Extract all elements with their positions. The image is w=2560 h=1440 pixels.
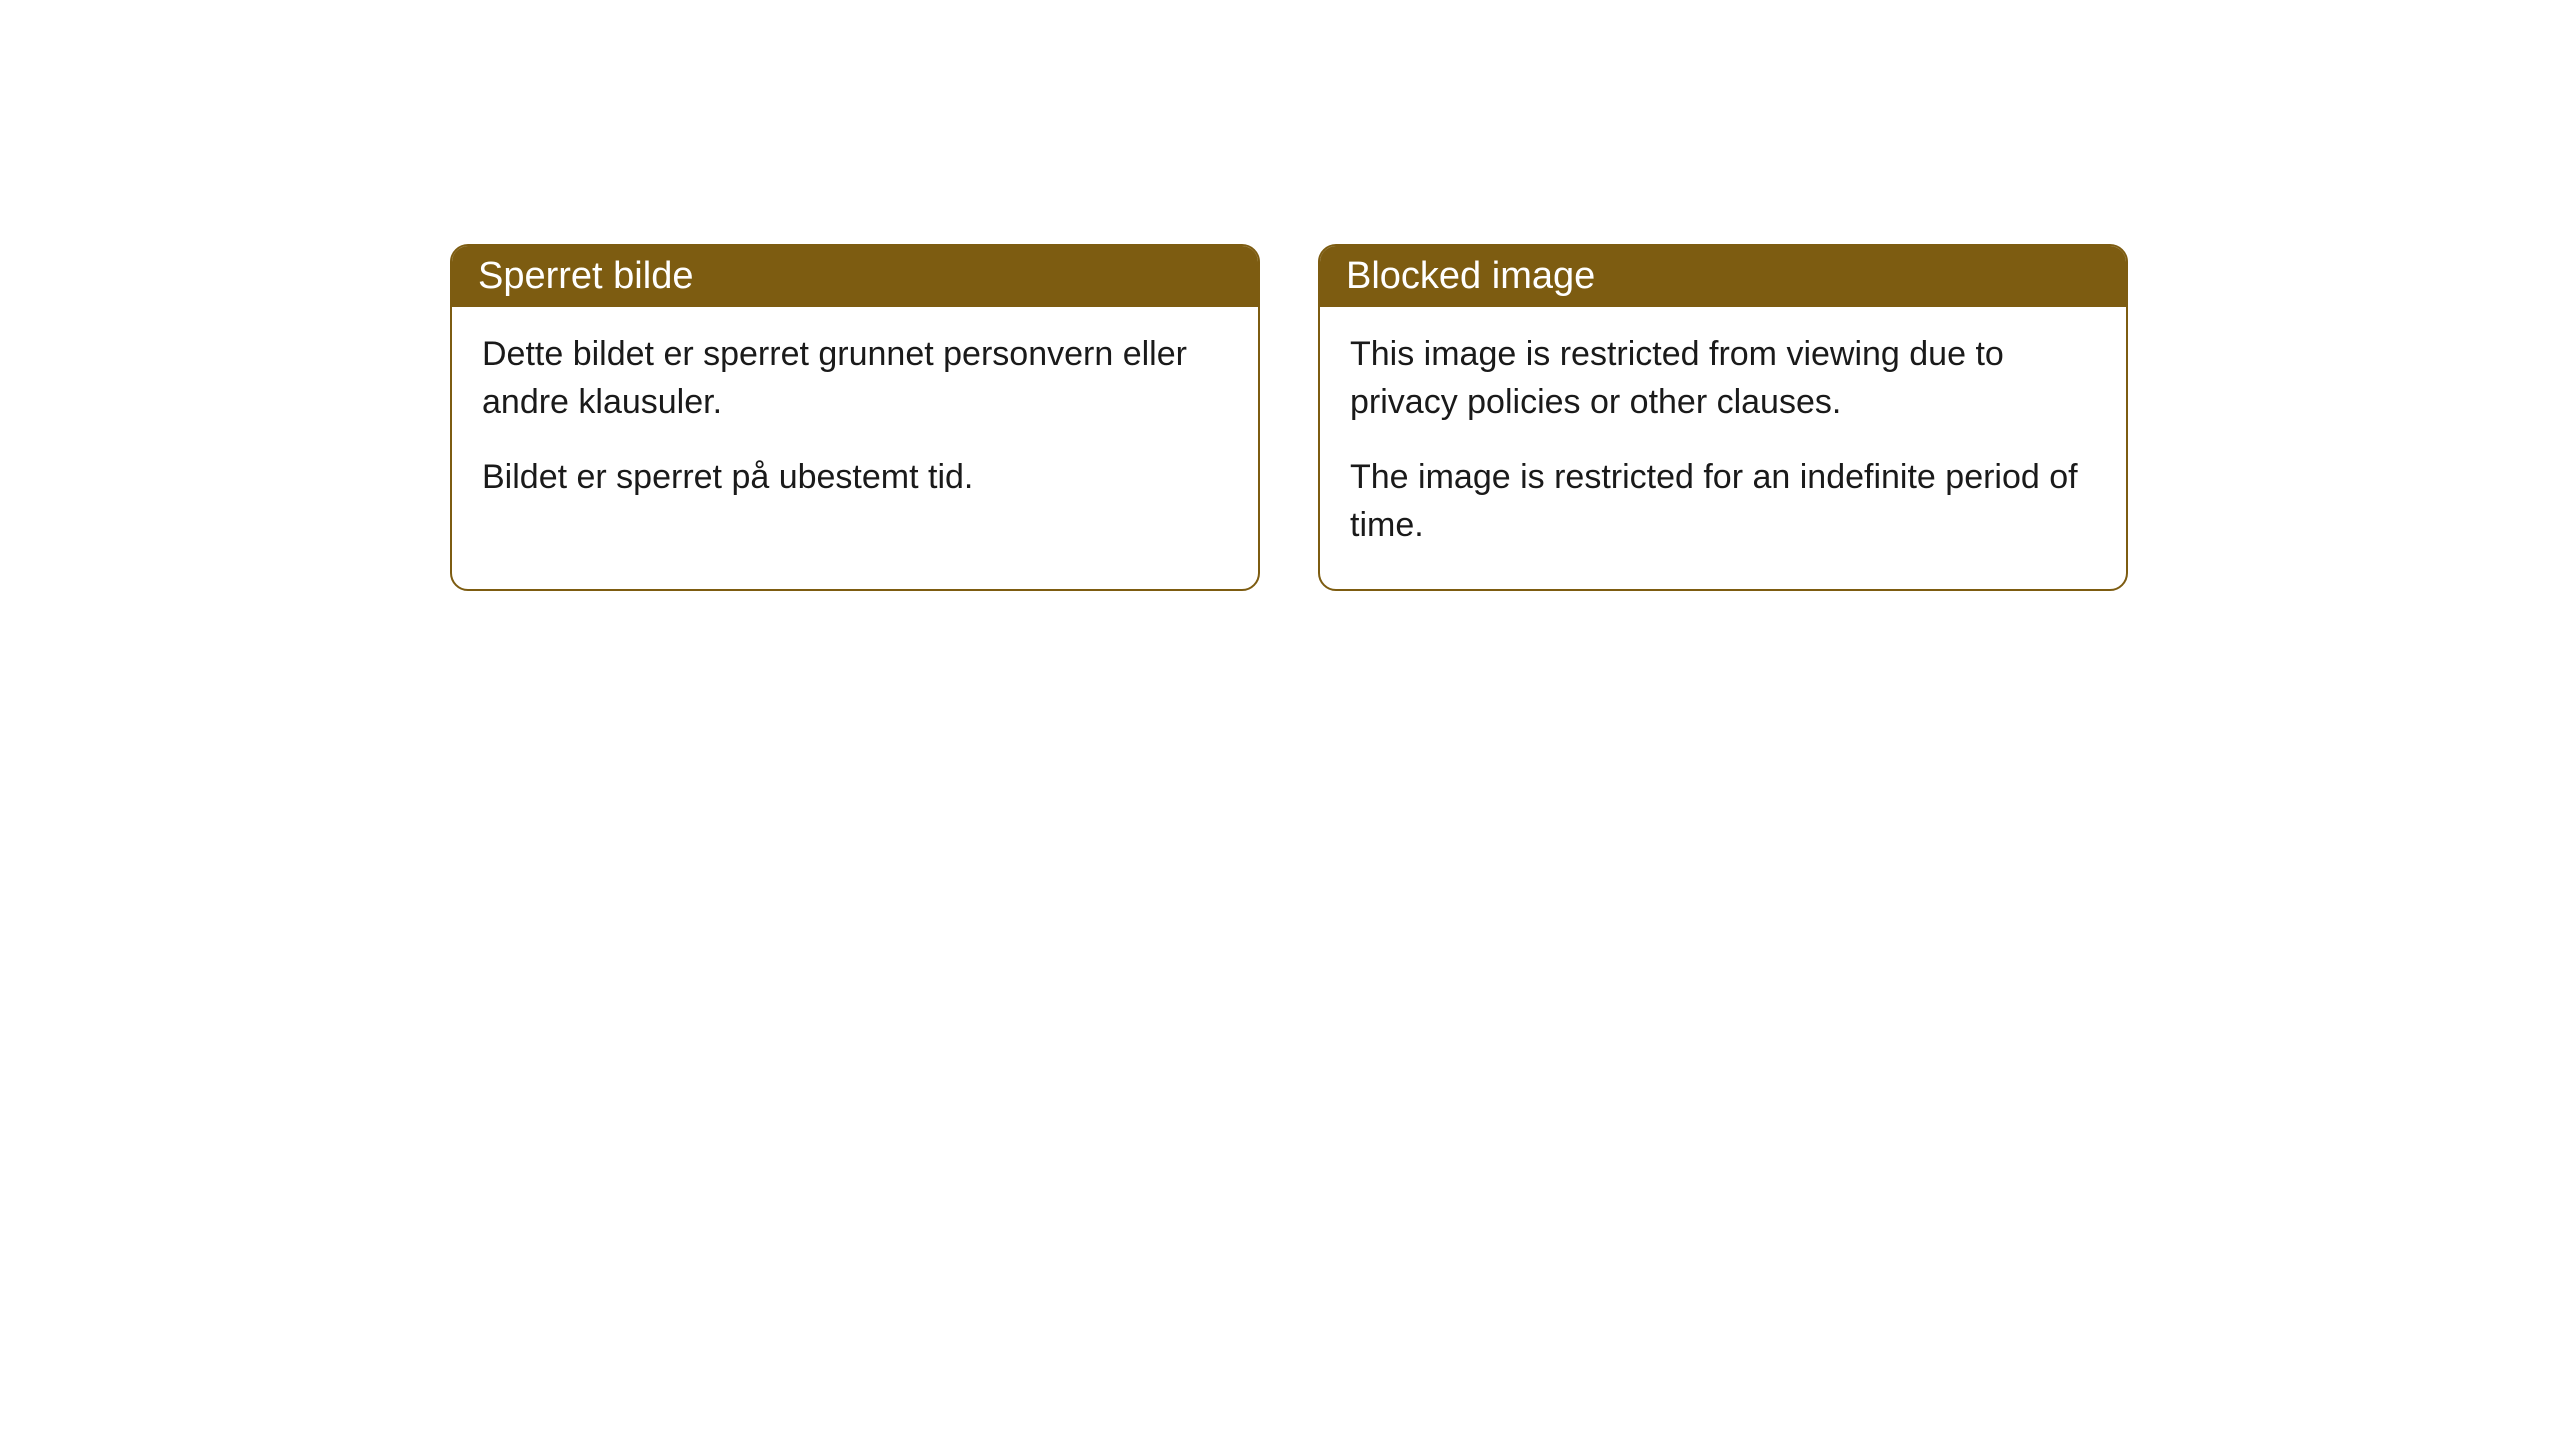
card-paragraph: This image is restricted from viewing du… — [1350, 331, 2096, 426]
blocked-image-card-english: Blocked image This image is restricted f… — [1318, 244, 2128, 591]
card-paragraph: Dette bildet er sperret grunnet personve… — [482, 331, 1228, 426]
card-title: Sperret bilde — [478, 255, 693, 297]
card-header: Sperret bilde — [452, 246, 1258, 307]
card-paragraph: Bildet er sperret på ubestemt tid. — [482, 454, 1228, 502]
blocked-image-card-norwegian: Sperret bilde Dette bildet er sperret gr… — [450, 244, 1260, 591]
card-body: Dette bildet er sperret grunnet personve… — [452, 307, 1258, 542]
notice-cards-container: Sperret bilde Dette bildet er sperret gr… — [450, 244, 2128, 591]
card-body: This image is restricted from viewing du… — [1320, 307, 2126, 589]
card-header: Blocked image — [1320, 246, 2126, 307]
card-title: Blocked image — [1346, 255, 1595, 297]
card-paragraph: The image is restricted for an indefinit… — [1350, 454, 2096, 549]
